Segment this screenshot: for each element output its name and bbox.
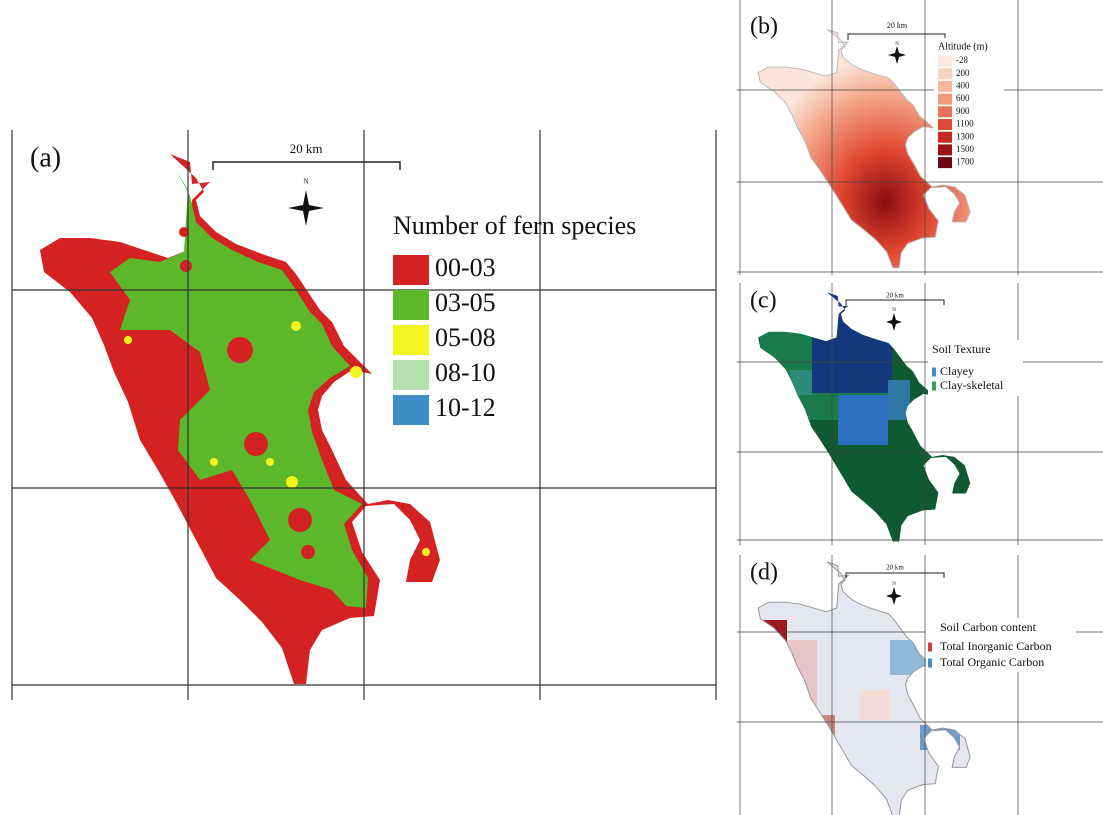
legend-label: 1100: [956, 119, 974, 129]
panel-label: (a): [30, 142, 61, 173]
legend-swatch: [932, 368, 936, 377]
legend-swatch: [928, 643, 932, 652]
legend-label: 10-12: [435, 393, 496, 422]
legend-swatch: [938, 94, 952, 105]
map-region: [737, 283, 1103, 545]
legend-label: Total Organic Carbon: [940, 655, 1044, 669]
scale-bar: [848, 34, 945, 40]
legend-label: 1700: [956, 157, 975, 167]
legend-swatch: [938, 157, 952, 168]
panel-label: (b): [750, 14, 778, 40]
legend-swatch: [938, 119, 952, 130]
legend-swatch: [932, 382, 936, 391]
legend-title: Altitude (m): [938, 41, 988, 52]
panel-d: (d) 20 km N Soil Carbon content: [737, 555, 1103, 815]
panel-c: (c) 20 km N Soil Texture: [737, 283, 1103, 545]
scale-bar-label: 20 km: [290, 141, 323, 156]
legend-label: 1300: [956, 131, 975, 141]
panel-label: (d): [750, 560, 778, 586]
legend-swatch: [938, 81, 952, 92]
scale-bar: [846, 300, 944, 305]
legend-swatch: [938, 132, 952, 143]
north-label: N: [892, 582, 896, 587]
legend-swatch: [938, 144, 952, 155]
legend-swatch: [393, 290, 429, 320]
north-arrow: [288, 190, 324, 226]
legend-label: 00-03: [435, 253, 496, 282]
legend-title: Number of fern species: [393, 211, 636, 240]
legend-swatch: [928, 659, 932, 668]
legend-label: Clay-skeletal: [940, 378, 1004, 392]
legend-label: Clayey: [940, 364, 974, 378]
legend-swatch: [938, 56, 952, 67]
legend-swatch: [938, 68, 952, 79]
legend-swatch: [393, 395, 429, 425]
north-arrow: [886, 587, 902, 605]
legend-label: 600: [956, 93, 970, 103]
legend-title: Soil Carbon content: [940, 620, 1037, 634]
panel-label: (c): [750, 288, 777, 314]
legend-label: 05-08: [435, 323, 496, 352]
legend-title: Soil Texture: [932, 342, 991, 356]
legend-label: 03-05: [435, 288, 496, 317]
legend-label: 900: [956, 106, 970, 116]
scale-bar-label: 20 km: [886, 292, 904, 300]
scale-bar: [846, 573, 944, 578]
legend-label: 1500: [956, 144, 975, 154]
figure: (a) 20 km N (b) 20 km N Altitude (m) (c)…: [0, 0, 1103, 815]
legend-label: 400: [956, 80, 970, 90]
scale-bar-label: 20 km: [886, 564, 904, 572]
legend-swatch: [938, 106, 952, 117]
legend-swatch: [393, 360, 429, 390]
north-arrow: [888, 46, 906, 64]
scale-bar: [213, 162, 400, 170]
legend-swatch: [393, 255, 429, 285]
north-label: N: [892, 308, 896, 313]
panel-b: (b) 20 km N Altitude (m): [737, 0, 1103, 275]
north-label: N: [895, 42, 899, 47]
legend-swatch: [393, 325, 429, 355]
scale-bar-label: 20 km: [887, 21, 908, 30]
legend-label: -28: [956, 55, 968, 65]
legend-label: Total Inorganic Carbon: [940, 639, 1052, 653]
legend-label: 200: [956, 68, 970, 78]
legend-label: 08-10: [435, 358, 496, 387]
north-label: N: [303, 178, 308, 186]
map-region: [737, 555, 1103, 815]
north-arrow: [886, 313, 902, 331]
